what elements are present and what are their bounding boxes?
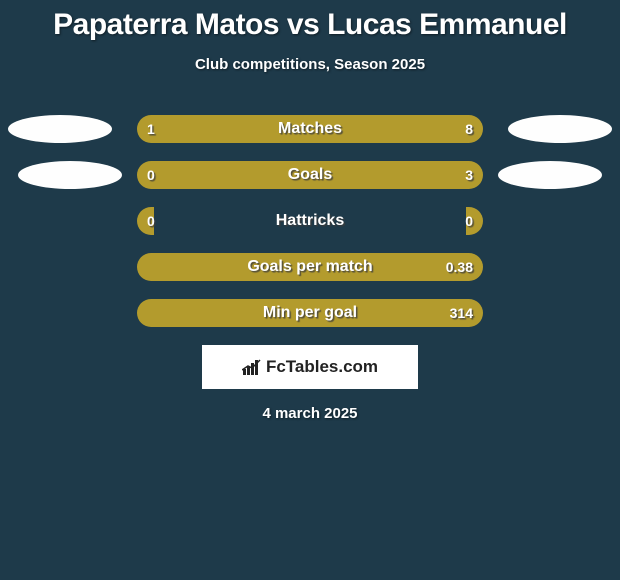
bar-right — [154, 299, 483, 327]
bar-right — [154, 253, 483, 281]
branding-badge: FcTables.com — [202, 345, 418, 389]
value-right: 0 — [465, 207, 473, 235]
stat-row: Min per goal314 — [0, 299, 620, 327]
bar-track — [137, 253, 483, 281]
bar-right — [154, 161, 483, 189]
bar-track — [137, 299, 483, 327]
comparison-card: Papaterra Matos vs Lucas Emmanuel Club c… — [0, 0, 620, 580]
value-left: 0 — [147, 207, 155, 235]
branding-text: FcTables.com — [266, 357, 378, 377]
value-left: 1 — [147, 115, 155, 143]
value-left: 0 — [147, 161, 155, 189]
bar-right — [196, 115, 483, 143]
stat-row: Goals03 — [0, 161, 620, 189]
chart-icon — [242, 359, 262, 375]
value-right: 314 — [450, 299, 473, 327]
stat-row: Goals per match0.38 — [0, 253, 620, 281]
stat-row: Matches18 — [0, 115, 620, 143]
bar-left — [137, 299, 154, 327]
stat-row: Hattricks00 — [0, 207, 620, 235]
value-right: 3 — [465, 161, 473, 189]
page-subtitle: Club competitions, Season 2025 — [0, 56, 620, 73]
value-right: 8 — [465, 115, 473, 143]
bar-left — [137, 253, 154, 281]
page-title: Papaterra Matos vs Lucas Emmanuel — [0, 0, 620, 42]
bar-track — [137, 115, 483, 143]
bar-track — [137, 207, 483, 235]
date-text: 4 march 2025 — [0, 405, 620, 422]
bar-track — [137, 161, 483, 189]
value-right: 0.38 — [446, 253, 473, 281]
bar-left — [137, 115, 196, 143]
chart-area: Matches18Goals03Hattricks00Goals per mat… — [0, 115, 620, 327]
